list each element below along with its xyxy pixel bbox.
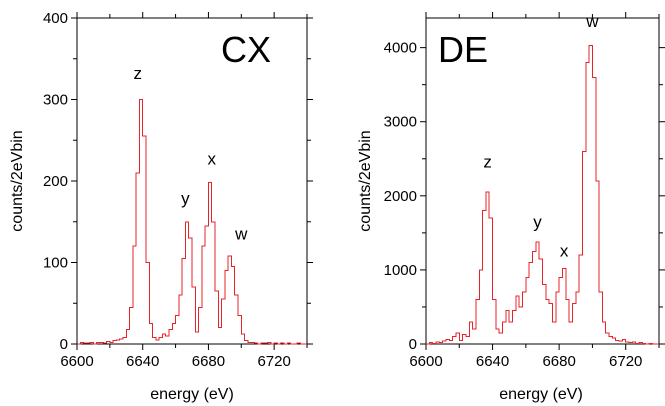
y-tick-label: 1000 — [384, 262, 417, 279]
x-tick-label: 6640 — [126, 353, 159, 370]
y-tick-label: 4000 — [384, 40, 417, 57]
cx-ticks — [71, 12, 313, 350]
y-tick-label: 3000 — [384, 114, 417, 131]
de-plot-frame — [425, 17, 660, 345]
x-tick-label: 6680 — [542, 353, 575, 370]
cx-spectrum-line — [77, 99, 307, 345]
y-tick-label: 0 — [60, 336, 68, 353]
cx-x-tick-labels: 6600 6640 6680 6720 — [60, 353, 291, 370]
peak-label-y: y — [533, 213, 542, 232]
de-x-axis-title: energy (eV) — [499, 386, 583, 403]
cx-panel-title: CX — [221, 29, 271, 70]
peak-label-z: z — [134, 64, 143, 83]
cx-y-tick-labels: 0 100 200 300 400 — [43, 10, 68, 353]
x-tick-label: 6720 — [257, 353, 290, 370]
peak-label-w: w — [585, 12, 599, 31]
de-x-tick-labels: 6600 6640 6680 6720 — [409, 353, 642, 370]
x-tick-label: 6720 — [609, 353, 642, 370]
x-tick-label: 6600 — [60, 353, 93, 370]
cx-panel: 6600 6640 6680 6720 0 100 200 300 400 z y x w CX e… — [9, 10, 313, 403]
x-tick-label: 6680 — [192, 353, 225, 370]
y-tick-label: 400 — [43, 10, 68, 27]
y-tick-label: 2000 — [384, 188, 417, 205]
de-y-axis-title: counts/2eVbin — [357, 130, 374, 231]
de-spectrum-line — [426, 44, 659, 345]
cx-peak-labels: z y x w — [134, 64, 249, 244]
y-tick-label: 100 — [43, 255, 68, 272]
y-tick-label: 200 — [43, 173, 68, 190]
peak-label-z: z — [483, 153, 492, 172]
cx-y-axis-title: counts/2eVbin — [9, 130, 26, 231]
peak-label-x: x — [207, 150, 216, 169]
y-tick-label: 0 — [409, 336, 417, 353]
cx-x-axis-title: energy (eV) — [150, 386, 234, 403]
x-tick-label: 6640 — [476, 353, 509, 370]
de-panel-title: DE — [438, 29, 488, 70]
de-y-tick-labels: 0 1000 2000 3000 4000 — [384, 40, 417, 353]
peak-label-y: y — [181, 189, 190, 208]
de-peak-labels: z yx w — [483, 12, 599, 261]
x-tick-label: 6600 — [409, 353, 442, 370]
y-tick-label: 300 — [43, 92, 68, 109]
de-ticks — [420, 12, 665, 350]
peak-label-x: x — [560, 242, 569, 261]
cx-plot-frame — [76, 17, 308, 345]
peak-label-w: w — [234, 225, 248, 244]
